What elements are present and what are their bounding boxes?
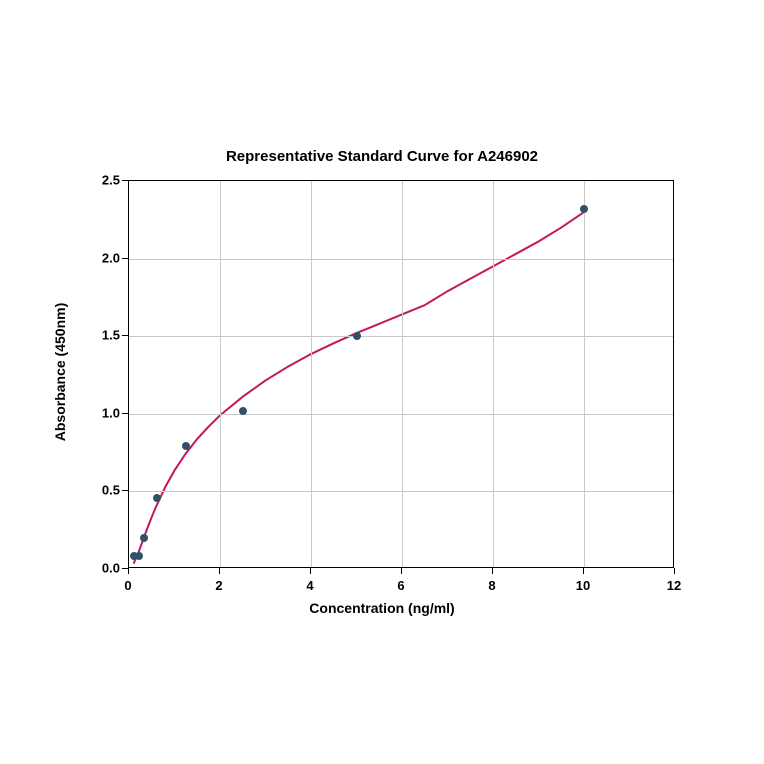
curve-path xyxy=(134,212,584,564)
x-axis-label: Concentration (ng/ml) xyxy=(0,600,764,616)
chart-title: Representative Standard Curve for A24690… xyxy=(0,148,764,165)
y-tick xyxy=(122,258,128,259)
chart-container: Representative Standard Curve for A24690… xyxy=(0,0,764,764)
y-tick xyxy=(122,413,128,414)
data-point xyxy=(353,332,361,340)
y-tick xyxy=(122,180,128,181)
data-point xyxy=(153,494,161,502)
y-axis-label: Absorbance (450nm) xyxy=(52,178,68,566)
plot-area xyxy=(128,180,674,568)
data-point xyxy=(239,407,247,415)
grid-line-vertical xyxy=(493,181,494,567)
grid-line-vertical xyxy=(311,181,312,567)
y-tick xyxy=(122,490,128,491)
x-tick-label: 0 xyxy=(124,578,131,593)
grid-line-horizontal xyxy=(129,259,673,260)
y-tick-label: 1.5 xyxy=(86,328,120,343)
y-tick xyxy=(122,335,128,336)
data-point xyxy=(580,205,588,213)
x-tick xyxy=(128,568,129,574)
y-tick-label: 2.0 xyxy=(86,250,120,265)
x-tick-label: 10 xyxy=(576,578,590,593)
x-tick xyxy=(492,568,493,574)
x-tick xyxy=(219,568,220,574)
x-tick xyxy=(401,568,402,574)
grid-line-horizontal xyxy=(129,336,673,337)
grid-line-vertical xyxy=(402,181,403,567)
data-point xyxy=(135,552,143,560)
y-tick-label: 0.5 xyxy=(86,483,120,498)
grid-line-horizontal xyxy=(129,491,673,492)
y-tick-label: 2.5 xyxy=(86,173,120,188)
grid-line-vertical xyxy=(220,181,221,567)
data-point xyxy=(182,442,190,450)
data-point xyxy=(140,534,148,542)
x-tick-label: 6 xyxy=(397,578,404,593)
x-tick-label: 12 xyxy=(667,578,681,593)
x-tick-label: 8 xyxy=(488,578,495,593)
grid-line-vertical xyxy=(584,181,585,567)
x-tick-label: 4 xyxy=(306,578,313,593)
y-tick xyxy=(122,568,128,569)
x-tick-label: 2 xyxy=(215,578,222,593)
grid-line-horizontal xyxy=(129,414,673,415)
y-tick-label: 1.0 xyxy=(86,405,120,420)
x-tick xyxy=(674,568,675,574)
y-tick-label: 0.0 xyxy=(86,561,120,576)
x-tick xyxy=(583,568,584,574)
x-tick xyxy=(310,568,311,574)
